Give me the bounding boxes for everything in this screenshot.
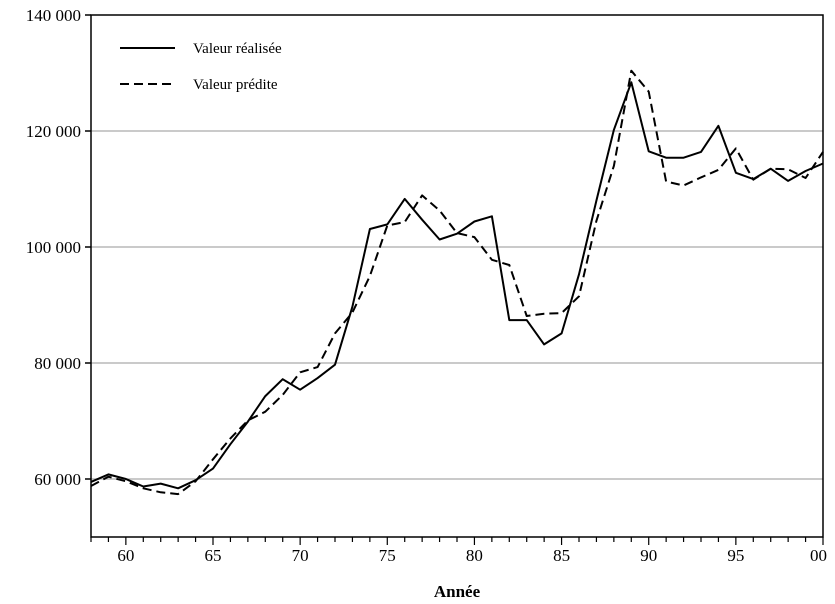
- x-tick-label: 75: [379, 546, 396, 565]
- plot-frame: [90, 14, 824, 538]
- legend: Valeur réalisée Valeur prédite: [120, 41, 282, 93]
- x-tick-label: 80: [466, 546, 483, 565]
- series-line-realized: [90, 81, 824, 490]
- y-tick-label: 80 000: [34, 354, 81, 373]
- grid-lines: [91, 130, 823, 480]
- x-axis-title: Année: [434, 582, 481, 601]
- series-layer: [90, 69, 824, 496]
- x-tick-label: 60: [117, 546, 134, 565]
- x-tick-label: 85: [553, 546, 570, 565]
- x-axis: 60 65 70 75 80 85 90 95 00: [90, 537, 827, 565]
- series-line-predicted: [90, 69, 824, 496]
- y-tick-label: 60 000: [34, 470, 81, 489]
- legend-label: Valeur réalisée: [193, 41, 282, 57]
- y-tick-label: 120 000: [26, 122, 81, 141]
- legend-label: Valeur prédite: [193, 77, 278, 93]
- x-tick-label: 70: [292, 546, 309, 565]
- x-tick-label: 95: [727, 546, 744, 565]
- y-axis: 60 000 80 000 100 000 120 000 140 000: [26, 6, 91, 489]
- x-tick-label: 90: [640, 546, 657, 565]
- y-tick-label: 140 000: [26, 6, 81, 25]
- x-tick-label: 00: [810, 546, 827, 565]
- x-tick-label: 65: [205, 546, 222, 565]
- y-tick-label: 100 000: [26, 238, 81, 257]
